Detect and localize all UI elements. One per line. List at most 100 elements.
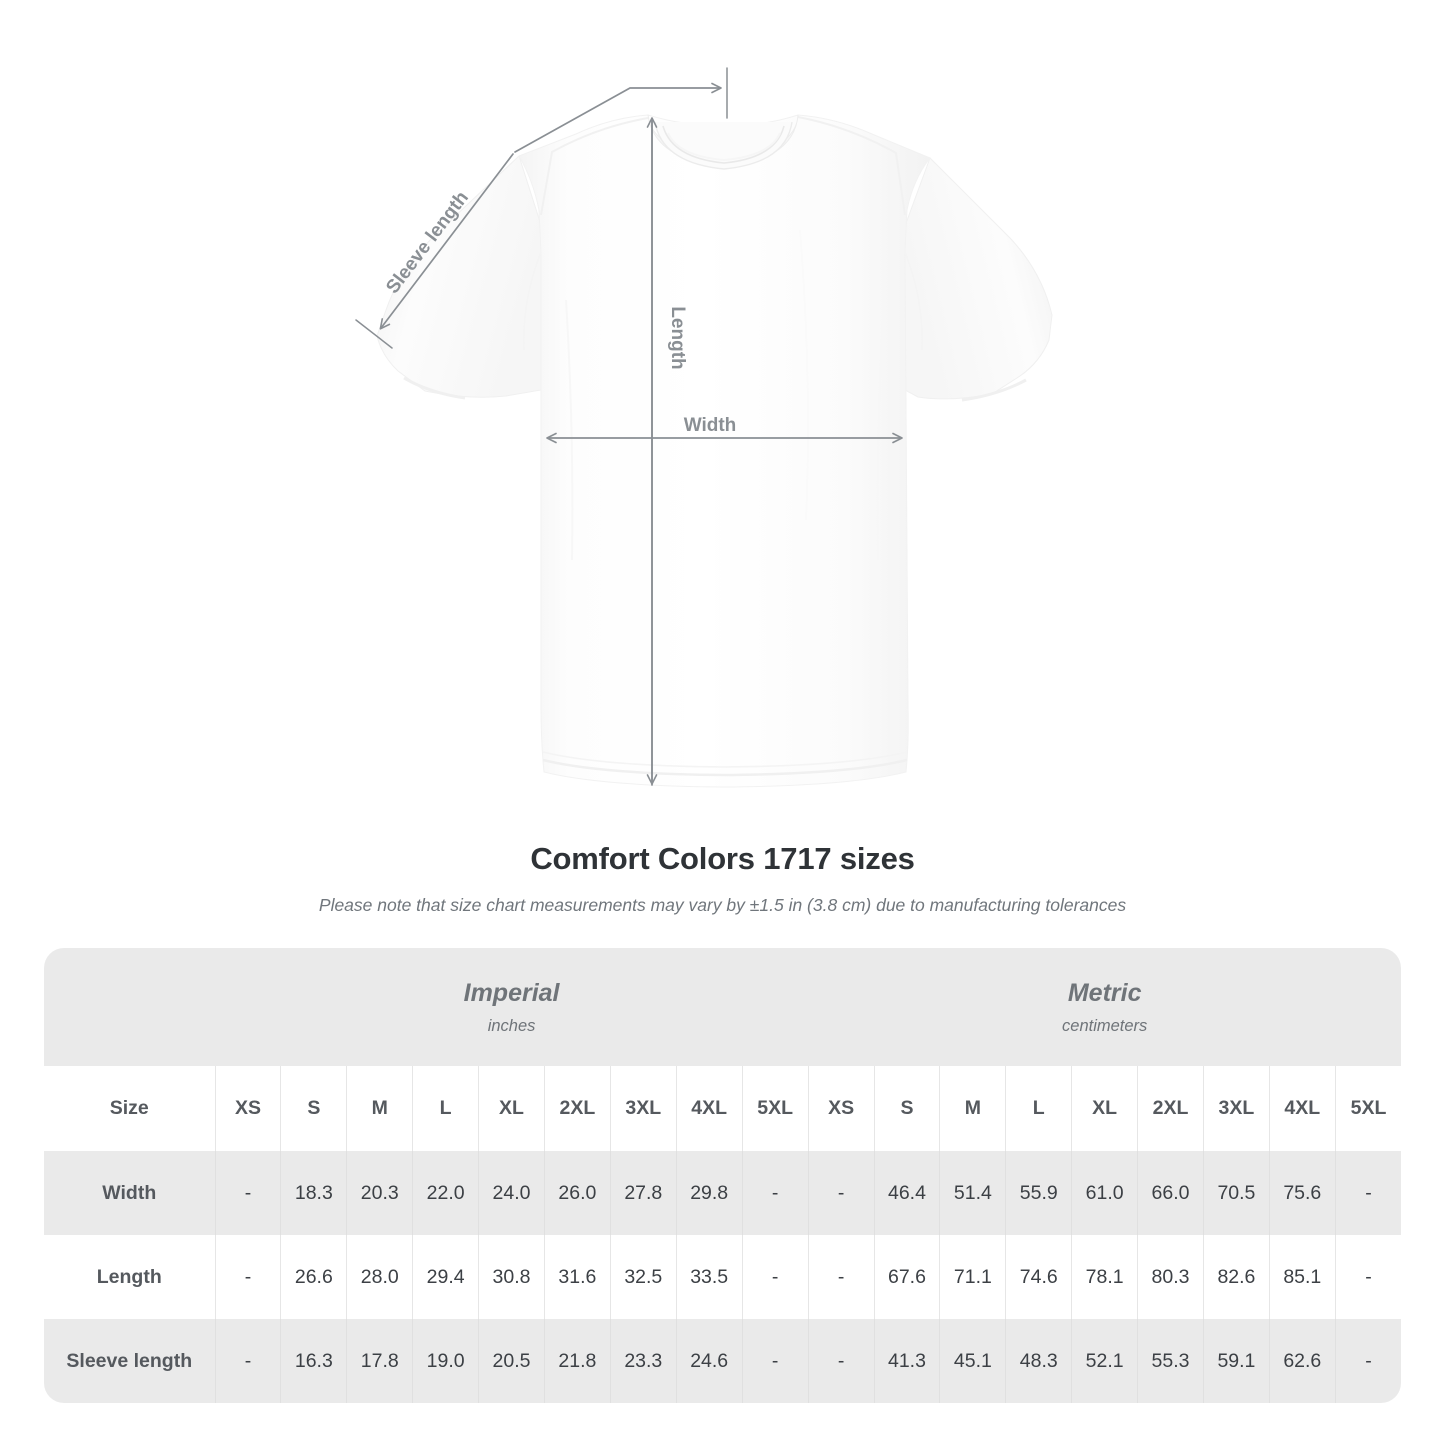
cell-width-metric-4xl: 75.6 [1268, 1151, 1336, 1235]
cell-width-imperial-5xl: - [741, 1151, 809, 1235]
cell-sleeve-imperial-5xl: - [741, 1319, 809, 1403]
cell-length-imperial-4xl: 33.5 [675, 1235, 743, 1319]
left-sleeve-hem [403, 376, 466, 400]
cell-width-metric-2xl: 66.0 [1137, 1151, 1204, 1235]
hem-seam [542, 758, 908, 777]
sleeve-length-arrow [355, 153, 514, 349]
cell-sleeve-metric-l: 48.3 [1005, 1319, 1072, 1403]
tshirt-illustration: Sleeve length Length Width [355, 67, 1053, 788]
size-header-label: Size [44, 1066, 215, 1151]
cell-sleeve-imperial-m: 17.8 [346, 1319, 413, 1403]
cell-sleeve-metric-s: 41.3 [873, 1319, 940, 1403]
cell-length-metric-m: 71.1 [939, 1235, 1006, 1319]
size-header-metric-2xl: 2XL [1137, 1066, 1204, 1151]
page-title: Comfort Colors 1717 sizes [530, 841, 915, 876]
cell-sleeve-metric-xs: - [807, 1319, 875, 1403]
cell-sleeve-imperial-2xl: 21.8 [543, 1319, 611, 1403]
size-header-imperial-l: L [412, 1066, 479, 1151]
size-header-row: Size XS S M L XL 2XL 3XL 4XL 5XL XS S M … [44, 1066, 1401, 1151]
sleeve-end-tick [355, 319, 393, 349]
unit-name-imperial: Imperial [463, 978, 560, 1007]
cell-width-metric-l: 55.9 [1005, 1151, 1072, 1235]
cell-length-imperial-s: 26.6 [280, 1235, 347, 1319]
cell-sleeve-imperial-xs: - [214, 1319, 281, 1403]
cell-length-imperial-l: 29.4 [412, 1235, 479, 1319]
measurement-annotations [355, 67, 903, 786]
cell-length-metric-4xl: 85.1 [1268, 1235, 1336, 1319]
fabric-fold-left [565, 299, 574, 561]
collar-opening [654, 121, 793, 170]
width-label: Width [684, 415, 737, 436]
right-sleeve-hem [961, 378, 1027, 402]
unit-banner-imperial: Imperial inches [215, 948, 809, 1066]
size-header-imperial-2xl: 2XL [543, 1066, 611, 1151]
right-shoulder-seam [797, 116, 906, 216]
cell-length-metric-s: 67.6 [873, 1235, 940, 1319]
size-header-imperial-xl: XL [478, 1066, 545, 1151]
cell-sleeve-metric-m: 45.1 [939, 1319, 1006, 1403]
cell-length-imperial-3xl: 32.5 [609, 1235, 677, 1319]
armpit-left [523, 251, 542, 351]
cell-length-metric-xs: - [807, 1235, 875, 1319]
tolerance-note: Please note that size chart measurements… [318, 895, 1127, 915]
unit-banner-row: Imperial inches Metric centimeters [44, 948, 1401, 1066]
size-header-metric-s: S [873, 1066, 940, 1151]
unit-name-metric: Metric [1067, 978, 1142, 1007]
size-chart-table-container: Imperial inches Metric centimeters Size … [44, 948, 1401, 1403]
cell-length-metric-3xl: 82.6 [1202, 1235, 1270, 1319]
cell-width-metric-m: 51.4 [939, 1151, 1006, 1235]
cell-length-metric-5xl: - [1334, 1235, 1401, 1319]
table-row: Sleeve length - 16.3 17.8 19.0 20.5 21.8… [44, 1319, 1401, 1403]
armpit-right [904, 251, 923, 351]
left-sleeve [376, 155, 542, 398]
fabric-fold-center [799, 229, 809, 521]
cell-width-imperial-xs: - [214, 1151, 281, 1235]
cell-sleeve-imperial-xl: 20.5 [478, 1319, 545, 1403]
cell-sleeve-metric-4xl: 62.6 [1268, 1319, 1336, 1403]
table-row: Width - 18.3 20.3 22.0 24.0 26.0 27.8 29… [44, 1151, 1401, 1235]
cell-length-imperial-xs: - [214, 1235, 281, 1319]
chart-caption: Comfort Colors 1717 sizes Please note th… [0, 840, 1445, 916]
cell-width-imperial-l: 22.0 [412, 1151, 479, 1235]
size-header-metric-3xl: 3XL [1202, 1066, 1270, 1151]
cell-width-imperial-xl: 24.0 [478, 1151, 545, 1235]
cell-width-imperial-s: 18.3 [280, 1151, 347, 1235]
size-header-metric-5xl: 5XL [1334, 1066, 1401, 1151]
length-label: Length [667, 306, 688, 369]
size-header-imperial-s: S [280, 1066, 347, 1151]
cell-sleeve-imperial-l: 19.0 [412, 1319, 479, 1403]
cell-length-imperial-xl: 30.8 [478, 1235, 545, 1319]
unit-banner-metric: Metric centimeters [808, 948, 1401, 1066]
cell-length-metric-xl: 78.1 [1071, 1235, 1138, 1319]
cell-width-metric-xl: 61.0 [1071, 1151, 1138, 1235]
unit-banner-spacer [44, 948, 215, 1066]
unit-sub-imperial: inches [487, 1016, 536, 1035]
cell-width-imperial-m: 20.3 [346, 1151, 413, 1235]
size-header-metric-xl: XL [1071, 1066, 1138, 1151]
tshirt-svg: Sleeve length Length Width [355, 67, 1053, 788]
row-label-length: Length [44, 1235, 215, 1319]
left-shoulder-seam [540, 117, 649, 216]
cell-width-metric-3xl: 70.5 [1202, 1151, 1270, 1235]
cell-width-metric-5xl: - [1334, 1151, 1401, 1235]
cell-width-imperial-4xl: 29.8 [675, 1151, 743, 1235]
hem-seam-inner [542, 751, 908, 768]
size-header-metric-xs: XS [807, 1066, 875, 1151]
tshirt-garment [376, 114, 1053, 788]
cell-width-metric-xs: - [807, 1151, 875, 1235]
cell-sleeve-metric-xl: 52.1 [1071, 1319, 1138, 1403]
size-chart-table: Imperial inches Metric centimeters Size … [44, 948, 1401, 1403]
cell-length-metric-2xl: 80.3 [1137, 1235, 1204, 1319]
size-header-imperial-m: M [346, 1066, 413, 1151]
size-header-metric-l: L [1005, 1066, 1072, 1151]
shoulder-leader-line [514, 67, 728, 153]
cell-length-imperial-2xl: 31.6 [543, 1235, 611, 1319]
table-row: Length - 26.6 28.0 29.4 30.8 31.6 32.5 3… [44, 1235, 1401, 1319]
size-header-metric-4xl: 4XL [1268, 1066, 1336, 1151]
cell-sleeve-imperial-4xl: 24.6 [675, 1319, 743, 1403]
fabric-fold-right [876, 299, 885, 561]
unit-sub-metric: centimeters [1062, 1016, 1148, 1035]
cell-width-imperial-3xl: 27.8 [609, 1151, 677, 1235]
size-header-metric-m: M [939, 1066, 1006, 1151]
collar-rib-highlight [667, 132, 781, 162]
